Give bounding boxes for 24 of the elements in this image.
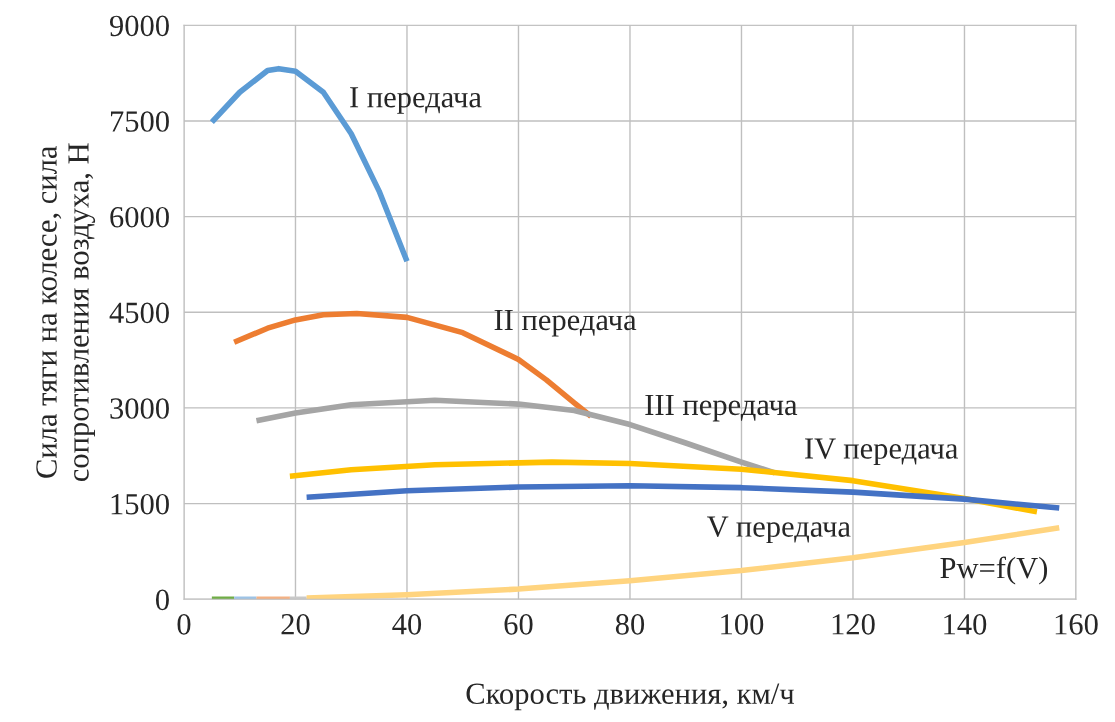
x-tick-label: 100 <box>721 614 764 635</box>
annotation: Pw=f(V) <box>940 556 1048 585</box>
annotation: IV передача <box>805 438 958 466</box>
y-tick-label: 3000 <box>110 398 169 419</box>
y-tick-label: 1500 <box>111 493 169 515</box>
y-tick-label: 9000 <box>109 15 169 37</box>
x-tick-label: 60 <box>504 614 533 635</box>
x-tick-label: 20 <box>281 614 310 635</box>
x-tick-label: 120 <box>832 614 875 635</box>
annotation: II передача <box>494 309 637 337</box>
x-tick-label: 160 <box>1055 614 1098 635</box>
x-tick-label: 80 <box>615 614 645 635</box>
annotation: I передача <box>350 87 482 114</box>
annotation: V передача <box>707 516 851 544</box>
x-axis-title: Скорость движения, км/ч <box>466 683 794 711</box>
x-tick-label: 40 <box>392 614 422 635</box>
y-tick-label: 0 <box>155 589 169 611</box>
annotation: III передача <box>645 394 798 422</box>
x-tick-label: 0 <box>177 614 191 635</box>
y-tick-label: 4500 <box>109 302 169 324</box>
y-tick-label: 6000 <box>110 206 169 228</box>
x-tick-label: 140 <box>944 614 987 635</box>
y-tick-label: 7500 <box>110 111 169 132</box>
y-axis-title: Сила тяги на колесе, сила сопротивления воздуха, Н <box>36 143 96 482</box>
